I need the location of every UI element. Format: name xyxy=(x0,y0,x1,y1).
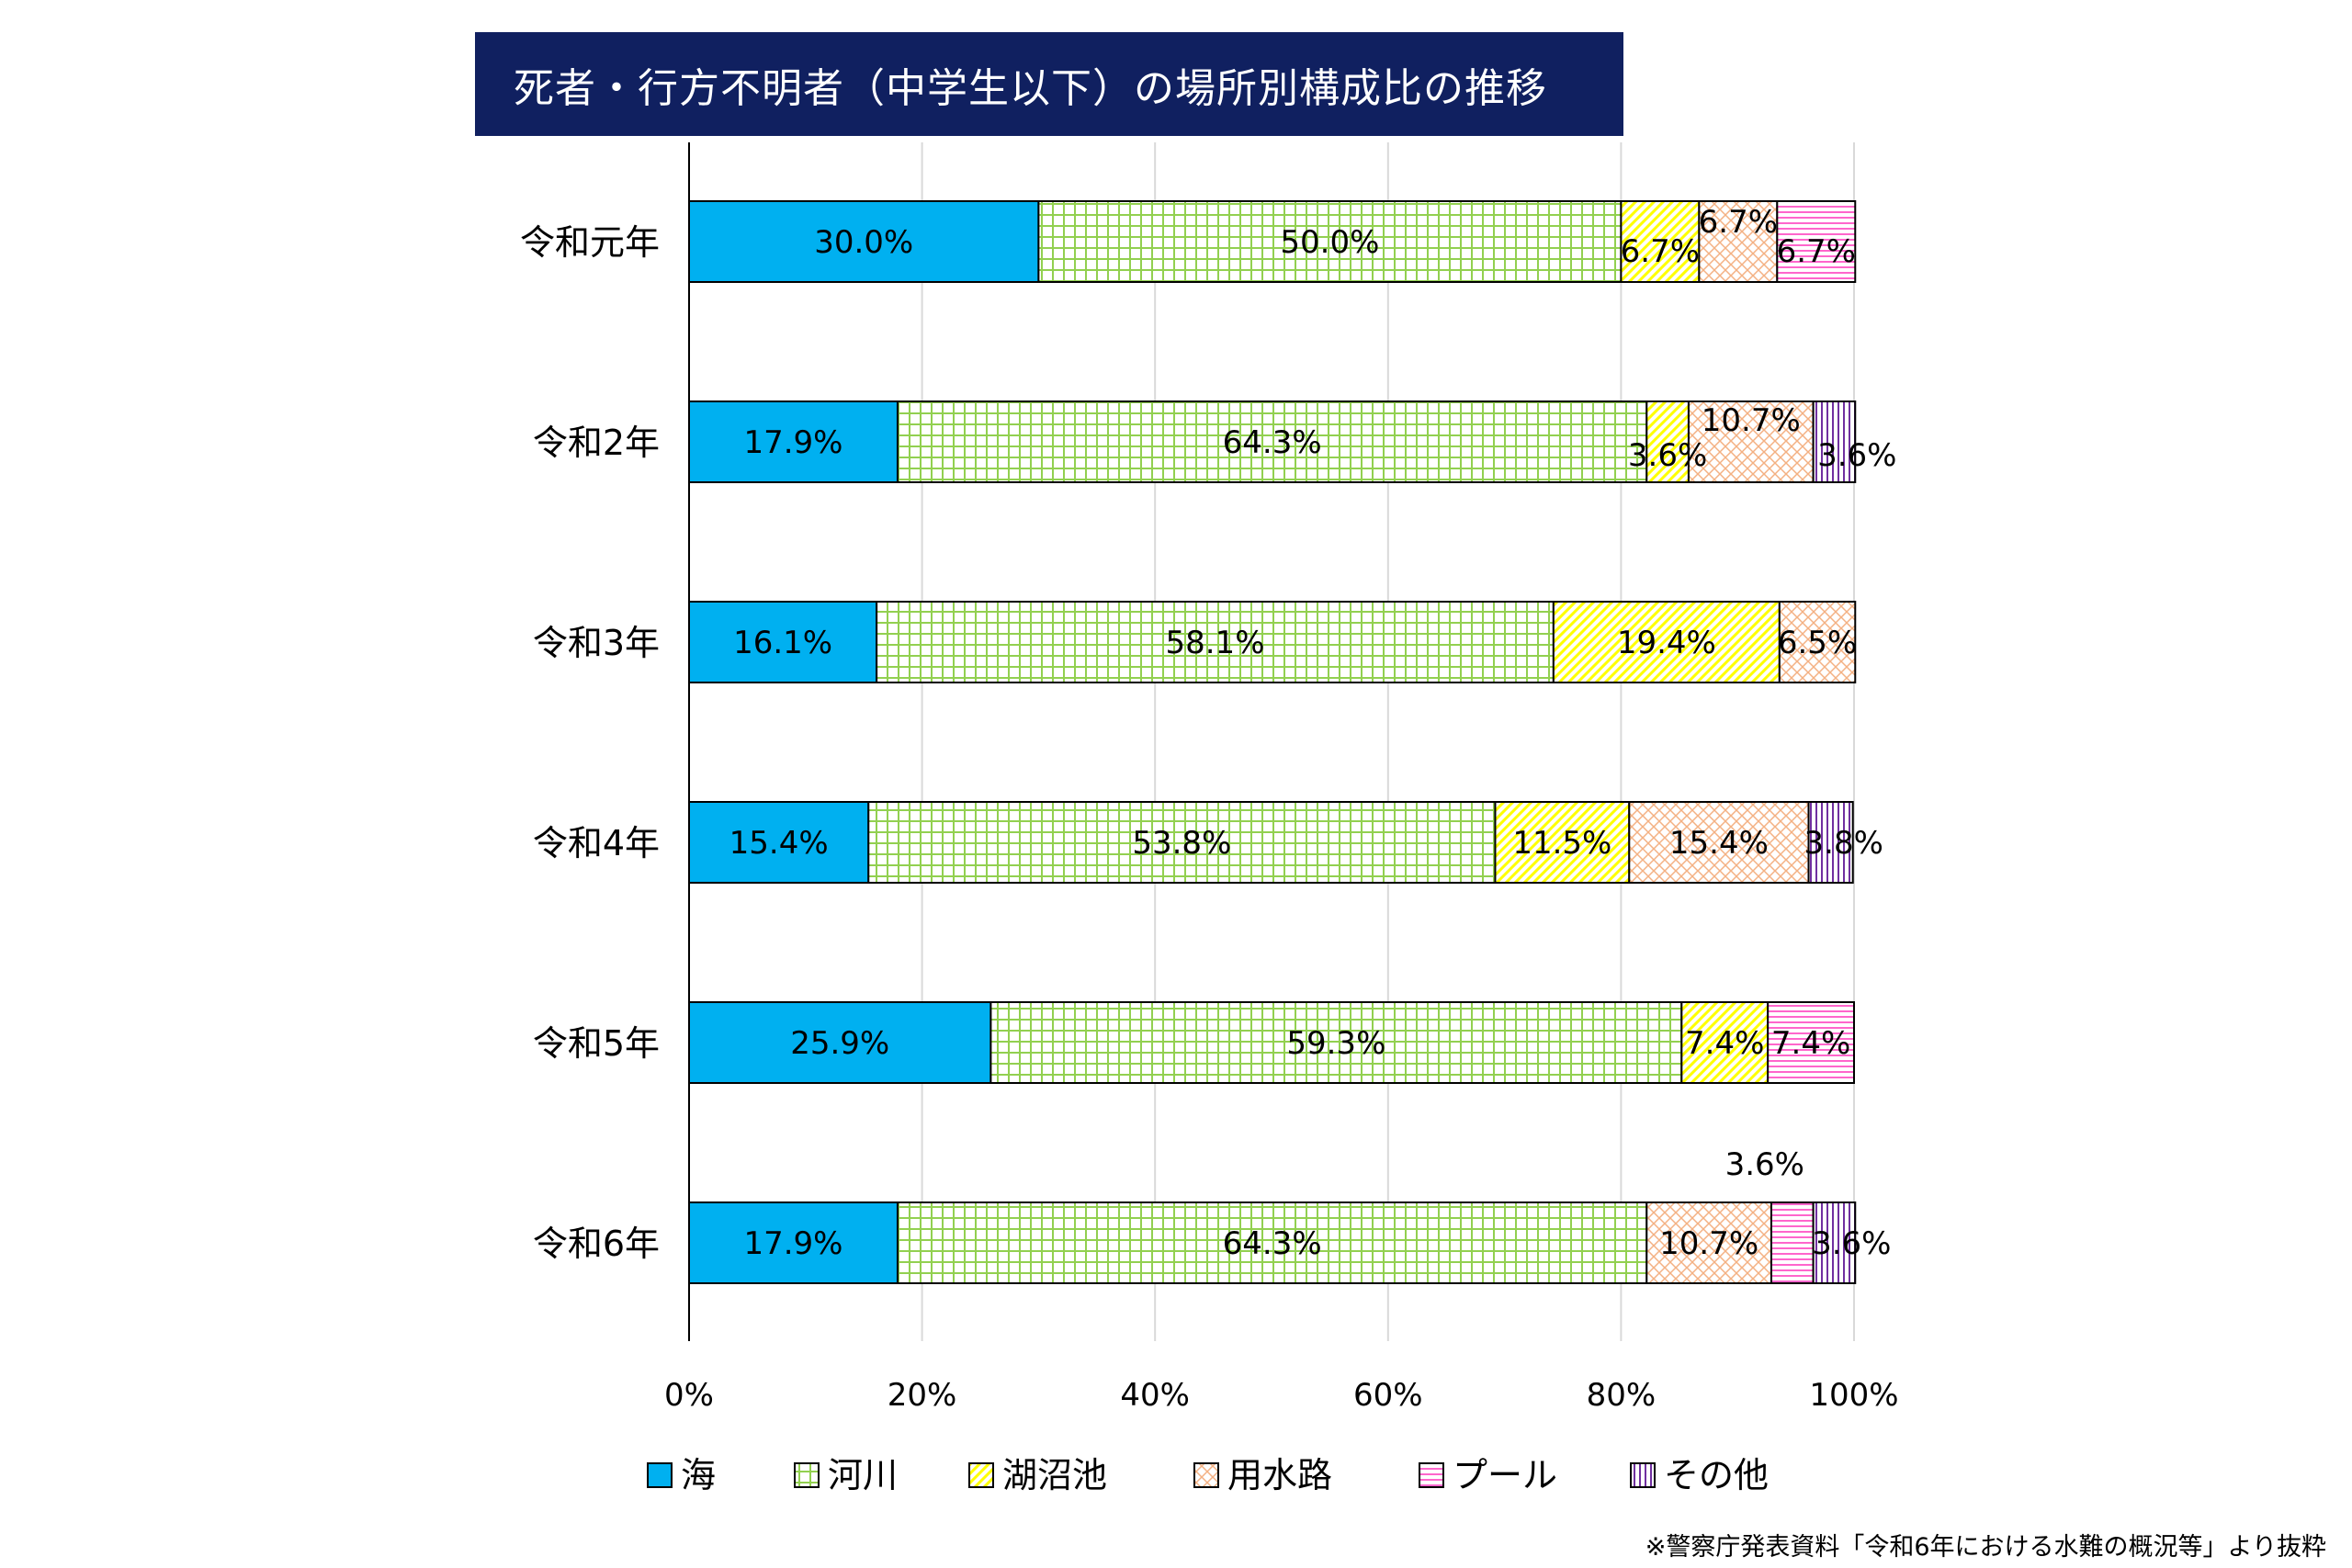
x-tick-label: 20% xyxy=(888,1377,957,1414)
data-label: 6.7% xyxy=(1621,233,1700,270)
data-label: 6.5% xyxy=(1778,625,1857,661)
legend-swatch xyxy=(647,1462,673,1488)
data-label: 10.7% xyxy=(1659,1225,1758,1262)
bar-segment xyxy=(688,601,878,683)
legend-swatch xyxy=(794,1462,820,1488)
category-label: 令和5年 xyxy=(533,1023,660,1064)
data-label: 10.7% xyxy=(1702,402,1801,439)
bar-segment xyxy=(688,200,1040,283)
bar-segment xyxy=(1770,1201,1815,1284)
data-label: 3.8% xyxy=(1804,825,1883,862)
data-label: 11.5% xyxy=(1512,825,1611,862)
data-label: 16.1% xyxy=(733,625,832,661)
chart-title: 死者・行方不明者（中学生以下）の場所別構成比の推移 xyxy=(475,32,1623,136)
data-label: 19.4% xyxy=(1617,625,1716,661)
bar-segment xyxy=(867,801,1497,884)
source-note: ※警察庁発表資料「令和6年における水難の概況等」より抜粋 xyxy=(1645,1533,2326,1562)
legend-label: 湖沼池 xyxy=(1002,1455,1107,1495)
legend-label: 用水路 xyxy=(1227,1455,1332,1495)
data-label: 3.6% xyxy=(1817,437,1896,474)
x-tick-label: 40% xyxy=(1120,1377,1190,1414)
bars xyxy=(688,200,1857,1284)
data-label: 6.7% xyxy=(1777,233,1856,270)
data-label: 53.8% xyxy=(1132,825,1231,862)
legend-label: 海 xyxy=(681,1455,716,1495)
category-label: 令和3年 xyxy=(533,623,660,663)
data-label: 7.4% xyxy=(1685,1025,1764,1062)
axes: 0% 20% 40% 60% 80% 100% xyxy=(664,142,1899,1414)
x-tick-label: 0% xyxy=(664,1377,714,1414)
bar-segment xyxy=(1645,1201,1772,1284)
x-tick-label: 60% xyxy=(1353,1377,1423,1414)
bar-segment xyxy=(1628,801,1810,884)
data-label: 3.6% xyxy=(1812,1225,1891,1262)
legend-swatch xyxy=(968,1462,994,1488)
data-label: 3.6% xyxy=(1725,1146,1804,1183)
bar-segment xyxy=(896,1201,1648,1284)
legend-label: その他 xyxy=(1664,1455,1769,1495)
legend-swatch xyxy=(1193,1462,1219,1488)
bar-segment xyxy=(1767,1001,1855,1084)
data-label: 58.1% xyxy=(1165,625,1264,661)
data-label: 50.0% xyxy=(1280,224,1379,261)
x-tick-label: 100% xyxy=(1809,1377,1898,1414)
bar-segment xyxy=(688,1201,899,1284)
data-label: 59.3% xyxy=(1286,1025,1385,1062)
data-label: 64.3% xyxy=(1223,1225,1322,1262)
legend-label: プール xyxy=(1453,1455,1557,1495)
legend-item: 湖沼池 xyxy=(968,1455,1107,1495)
bar-segment xyxy=(1807,801,1854,884)
bar-segment xyxy=(1494,801,1631,884)
bar-segment xyxy=(1778,601,1857,683)
data-label: 25.9% xyxy=(790,1025,889,1062)
bar-segment xyxy=(1812,1201,1857,1284)
legend-item: プール xyxy=(1419,1455,1557,1495)
gridlines xyxy=(921,142,1855,1341)
data-label: 15.4% xyxy=(729,825,829,862)
bar-segment xyxy=(1680,1001,1770,1084)
bar-segment xyxy=(688,400,899,483)
legend-item: 用水路 xyxy=(1193,1455,1332,1495)
legend-label: 河川 xyxy=(828,1455,898,1495)
category-label: 令和元年 xyxy=(520,222,660,263)
data-label: 3.6% xyxy=(1628,437,1707,474)
bar-segment xyxy=(1037,200,1623,283)
data-label: 64.3% xyxy=(1223,424,1322,461)
category-label: 令和6年 xyxy=(533,1224,660,1264)
bar-segment xyxy=(688,801,870,884)
legend-swatch xyxy=(1630,1462,1656,1488)
category-label: 令和2年 xyxy=(533,423,660,463)
bar-segment xyxy=(876,601,1555,683)
legend-item: その他 xyxy=(1630,1455,1769,1495)
legend: 海 河川 湖沼池 用水路 プール その他 xyxy=(647,1455,1769,1495)
legend-swatch xyxy=(1419,1462,1444,1488)
bar-segment xyxy=(688,1001,992,1084)
legend-item: 海 xyxy=(647,1455,716,1495)
data-label: 15.4% xyxy=(1669,825,1769,862)
bar-segment xyxy=(989,1001,1683,1084)
category-label: 令和4年 xyxy=(533,823,660,863)
bar-segment xyxy=(896,400,1648,483)
bar-segment xyxy=(1698,200,1779,283)
data-label: 7.4% xyxy=(1771,1025,1850,1062)
bar-segment xyxy=(1776,200,1857,283)
legend-item: 河川 xyxy=(794,1455,898,1495)
bar-segment xyxy=(1687,400,1815,483)
data-label: 17.9% xyxy=(743,424,842,461)
bar-segment xyxy=(1812,400,1857,483)
data-label: 6.7% xyxy=(1699,204,1778,241)
data-label: 30.0% xyxy=(814,224,913,261)
x-tick-label: 80% xyxy=(1587,1377,1657,1414)
bar-segment xyxy=(1552,601,1781,683)
data-label: 17.9% xyxy=(743,1225,842,1262)
